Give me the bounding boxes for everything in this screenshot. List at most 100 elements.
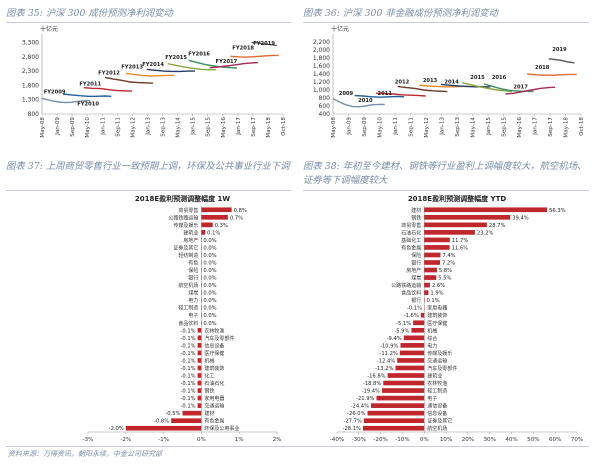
category-label: 轻工制造 xyxy=(178,305,198,312)
series-label-fy2011: FY2011 xyxy=(79,81,101,87)
data-label: -0.8% xyxy=(154,419,169,425)
series-line-fy2015 xyxy=(167,63,216,71)
data-label: 11.6% xyxy=(452,245,469,251)
series-line-fy2016 xyxy=(188,59,237,69)
x-tick-label: Sep-15 xyxy=(206,117,212,137)
category-label: 公路铁路运输 xyxy=(391,282,421,289)
series-line-fy2018 xyxy=(230,54,279,58)
category-label: 石油石化 xyxy=(401,229,421,236)
bar xyxy=(182,410,202,416)
category-label: 交通运输 xyxy=(204,403,224,410)
category-label: 房地产 xyxy=(183,237,198,244)
category-label: 建筑业 xyxy=(427,373,442,380)
y-tick-label: 2,800 xyxy=(22,54,39,61)
x-tick-label: 2% xyxy=(273,437,282,443)
data-label: 0.8% xyxy=(234,208,247,214)
bar xyxy=(424,260,440,265)
data-label: 23.2% xyxy=(477,230,494,236)
x-tick-label: 20% xyxy=(462,437,474,443)
category-label: 房地产 xyxy=(406,267,421,274)
data-label: 39.4% xyxy=(512,215,529,221)
chart-title: 2018E盈利预测调整幅度 YTD xyxy=(408,194,507,203)
series-label-fy2012: FY2012 xyxy=(98,70,120,76)
x-tick-label: May-18 xyxy=(266,117,272,138)
data-label: 11.7% xyxy=(452,238,469,244)
x-tick-label: Sep-17 xyxy=(548,117,554,137)
data-label: 0.0% xyxy=(203,313,216,319)
x-tick-label: Sep-15 xyxy=(502,117,508,137)
y-tick-label: 400 xyxy=(319,111,331,118)
panel-37-title: 图表 37: 上周商贸零售行业一致预期上调，环保及公共事业行业下调 xyxy=(6,160,291,191)
panel-35-title: 图表 35: 沪深 300 成份预测净利润变动 xyxy=(6,6,291,23)
category-label: 建筑装饰 xyxy=(204,365,224,372)
category-label: 有色 xyxy=(188,260,198,267)
series-label-fy2015: FY2015 xyxy=(165,55,187,61)
bar xyxy=(424,214,511,220)
x-tick-label: -1% xyxy=(158,437,169,443)
data-label: -2.0% xyxy=(109,426,124,432)
chart-37: 2018E盈利预测调整幅度 1W -3% -2% -1% 0% 1% 2% 商贸零售 0.8% 公… xyxy=(83,194,282,443)
series-label-2009: 2009 xyxy=(339,91,354,97)
series-line-fy2009 xyxy=(41,97,91,104)
panel-37: 图表 37: 上周商贸零售行业一致预期上调，环保及公共事业行业下调 2018E盈… xyxy=(6,160,291,446)
bar xyxy=(411,327,425,333)
bar xyxy=(197,335,202,341)
category-label: 化工 xyxy=(204,373,214,380)
data-label: -28.1% xyxy=(343,426,361,432)
series-label-fy2010: FY2010 xyxy=(77,102,99,108)
data-label: -0.1% xyxy=(181,336,196,342)
category-label: 食品饮料 xyxy=(401,290,421,297)
category-label: 医疗保健 xyxy=(427,320,447,327)
bar xyxy=(381,388,425,393)
bar xyxy=(197,403,202,408)
bar xyxy=(201,230,206,235)
series-label-2011: 2011 xyxy=(378,91,393,97)
category-label: 建材 xyxy=(204,410,214,417)
category-label: 航空机场 xyxy=(427,425,447,432)
series-line-fy2017 xyxy=(209,61,258,69)
y-tick-label: 1,800 xyxy=(313,55,330,62)
category-label: 电子 xyxy=(427,395,437,402)
category-label: 轻纺制造 xyxy=(178,252,198,259)
x-tick-label: Jan-11 xyxy=(100,117,106,136)
x-tick-label: 0% xyxy=(420,437,429,443)
category-label: 保险 xyxy=(188,267,198,274)
y-tick-label: 1,200 xyxy=(313,79,330,86)
bar xyxy=(387,373,425,378)
x-tick-label: -20% xyxy=(373,437,387,443)
category-label: 农林牧渔 xyxy=(204,327,224,334)
y-tick-label: 2,000 xyxy=(313,47,330,54)
x-tick-label: Jan-15 xyxy=(486,117,492,136)
category-label: 煤炭 xyxy=(411,275,421,282)
data-label: -12.4% xyxy=(377,358,395,364)
series-label-fy2018: FY2018 xyxy=(232,45,254,51)
category-label: 信息设备 xyxy=(427,410,447,417)
data-label: -16.8% xyxy=(367,374,385,380)
category-label: 交通运输 xyxy=(427,357,447,364)
category-label: 建筑装饰 xyxy=(427,312,447,319)
data-label: 56.3% xyxy=(549,208,566,214)
x-tick-label: Sep-17 xyxy=(251,117,257,137)
series-line-fy2019 xyxy=(251,41,277,47)
bar xyxy=(413,320,425,326)
category-label: 传媒及娱乐 xyxy=(427,350,452,357)
series-line-fy2010 xyxy=(62,93,112,97)
data-label: -0.1% xyxy=(181,381,196,387)
series-line-2017 xyxy=(505,86,556,95)
data-label: -0.1% xyxy=(181,343,196,349)
category-label: 通信设备 xyxy=(427,403,447,410)
x-tick-label: Jan-13 xyxy=(440,117,446,136)
data-label: 0.0% xyxy=(203,245,216,251)
x-tick-label: 1% xyxy=(235,437,244,443)
bar xyxy=(424,267,437,273)
category-label: 信息设备 xyxy=(204,342,224,349)
series-label-2015: 2015 xyxy=(470,75,485,81)
series-label-2017: 2017 xyxy=(513,84,528,90)
data-label: -0.1% xyxy=(181,358,196,364)
series-line-2014 xyxy=(440,83,491,88)
category-label: 汽车及零部件 xyxy=(204,335,234,342)
category-label: 银行 xyxy=(411,297,421,304)
x-tick-label: May-10 xyxy=(85,117,91,138)
data-label: -0.1% xyxy=(181,351,196,357)
data-label: 0.0% xyxy=(203,238,216,244)
